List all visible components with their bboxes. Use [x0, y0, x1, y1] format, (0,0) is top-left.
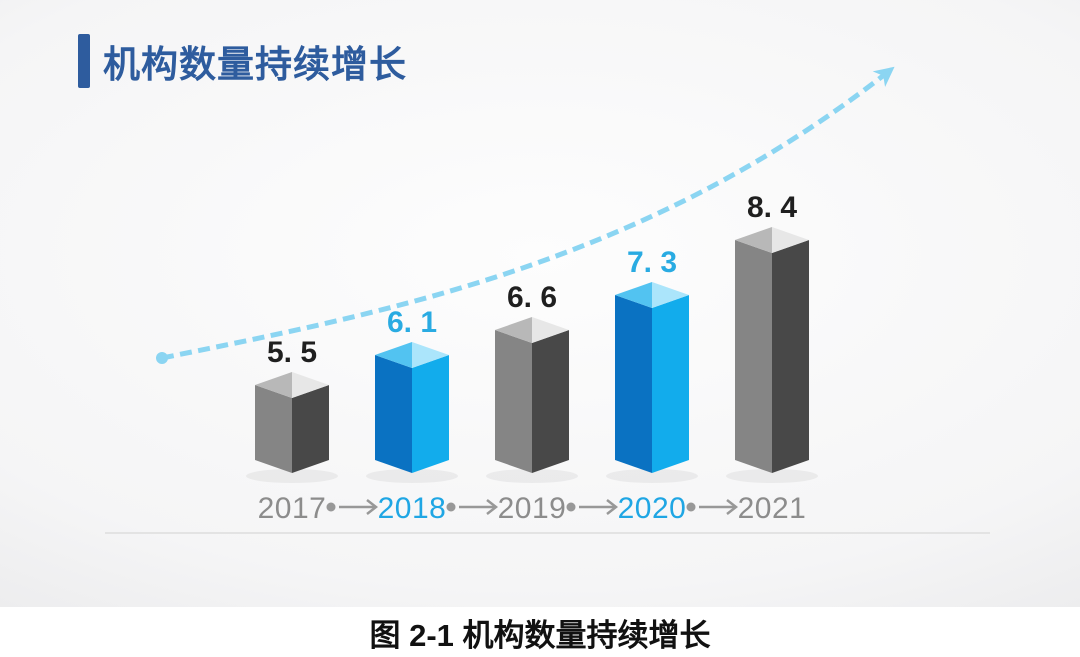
bar-shadow [366, 469, 458, 483]
year-label: 2020 [618, 492, 687, 525]
bar-top-face-right [532, 317, 569, 343]
bar-shadow [246, 469, 338, 483]
year-label: 2019 [498, 492, 567, 525]
bar-shadow [486, 469, 578, 483]
bar-group-2019: 6. 6 2019 [486, 281, 578, 525]
bar-value-label: 6. 1 [387, 306, 437, 339]
bar-value-label: 6. 6 [507, 281, 557, 314]
bar-left-face [495, 330, 532, 473]
bar-group-2021: 8. 4 2021 [726, 191, 818, 525]
bar-top-face-right [652, 282, 689, 308]
bar-group-2020: 7. 3 2020 [606, 246, 698, 525]
bar-shadow [606, 469, 698, 483]
bar-top-face-right [412, 342, 449, 368]
figure-caption-area: 图 2-1 机构数量持续增长 [0, 607, 1080, 657]
bar-top-face-right [292, 372, 329, 398]
year-label: 2017 [258, 492, 327, 525]
bar-right-face [292, 385, 329, 473]
bar-left-face [615, 295, 652, 473]
bar-group-2018: 6. 1 2018 [366, 306, 458, 525]
trend-curve-start-dot [156, 352, 168, 364]
year-connector-arrow-icon [326, 499, 379, 515]
bar-top-face-left [495, 317, 532, 343]
page-title: 机构数量持续增长 [103, 44, 407, 85]
year-connector-arrow-icon [566, 499, 619, 515]
growth-bar-chart: 5. 5 2017 6. 1 2018 6. 6 2019 7. 3 2020 8. 4 2021 [105, 66, 990, 534]
bar-left-face [375, 355, 412, 473]
bar-left-face [735, 240, 772, 473]
bars-layer: 5. 5 2017 6. 1 2018 6. 6 2019 7. 3 2020 8. 4 2021 [246, 191, 818, 525]
bar-top-face-left [615, 282, 652, 308]
bar-right-face [532, 330, 569, 473]
year-connector-arrow-icon [686, 499, 739, 515]
figure-caption: 图 2-1 机构数量持续增长 [369, 617, 711, 653]
year-label: 2021 [738, 492, 807, 525]
trend-arrow-curve [161, 66, 895, 361]
bar-left-face [255, 385, 292, 473]
bar-top-face-right [772, 227, 809, 253]
bar-top-face-left [735, 227, 772, 253]
year-label: 2018 [378, 492, 447, 525]
bar-value-label: 7. 3 [627, 246, 677, 279]
title-accent-bar [78, 34, 90, 88]
bar-shadow [726, 469, 818, 483]
bar-top-face-left [255, 372, 292, 398]
bar-value-label: 8. 4 [747, 191, 797, 224]
year-connector-arrow-icon [446, 499, 499, 515]
bar-right-face [652, 295, 689, 473]
bar-right-face [772, 240, 809, 473]
bar-top-face-left [375, 342, 412, 368]
bar-right-face [412, 355, 449, 473]
bar-group-2017: 5. 5 2017 [246, 336, 338, 525]
bar-value-label: 5. 5 [267, 336, 317, 369]
slide-figure: 机构数量持续增长 5. 5 2017 6. 1 2018 6. 6 2019 7. 3 202… [0, 0, 1080, 607]
slide-title-block: 机构数量持续增长 [78, 34, 407, 88]
